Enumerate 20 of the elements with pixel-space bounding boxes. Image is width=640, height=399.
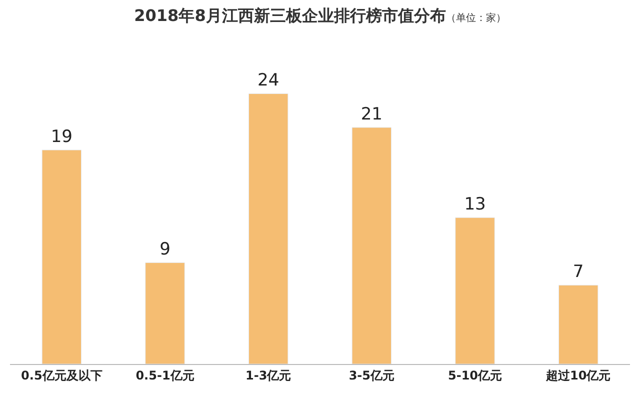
x-tick-label: 超过10亿元 [544,368,611,382]
bar [558,284,598,364]
x-tick-label: 0.5-1亿元 [136,368,194,382]
x-tick-label: 5-10亿元 [448,368,502,382]
bar [248,93,288,364]
bar [352,127,392,364]
data-label: 19 [50,126,72,147]
data-label: 21 [360,104,382,124]
x-tick-label: 0.5亿元及以下 [21,368,102,382]
bar [145,262,185,364]
bar [42,150,82,364]
data-label: 24 [258,70,280,91]
chart-title: 2018年8月江西新三板企业排行榜市值分布 [134,6,446,26]
x-tick-label: 3-5亿元 [348,368,395,382]
x-tick-label: 1-3亿元 [245,368,292,382]
bar [455,217,495,364]
data-label: 13 [464,194,486,215]
chart-subtitle: （单位：家） [446,12,506,24]
data-label: 9 [160,240,170,260]
data-label: 7 [572,262,584,282]
